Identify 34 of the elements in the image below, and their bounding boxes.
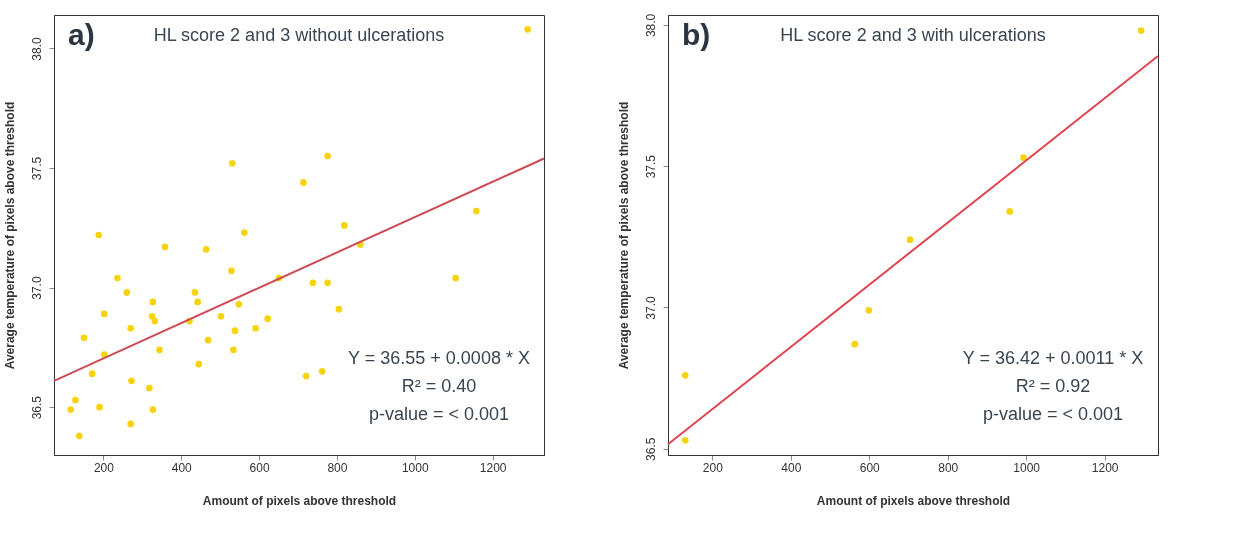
x-tick-label: 1000 — [1013, 460, 1041, 475]
y-tick-label: 38.0 — [29, 36, 44, 61]
y-axis-title: Average temperature of pixels above threshold — [2, 101, 17, 370]
annotation: R² = 0.92 — [1015, 376, 1091, 396]
x-tick-label: 200 — [702, 460, 724, 475]
y-tick-label: 37.0 — [29, 276, 44, 300]
x-tick-label: 800 — [327, 460, 348, 475]
y-tick-label: 37.5 — [29, 156, 44, 181]
x-tick-label: 400 — [781, 460, 802, 475]
x-tick-label: 600 — [859, 460, 881, 475]
y-axis-title: Average temperature of pixels above threshold — [616, 101, 631, 370]
annotation: b) — [682, 18, 711, 51]
x-tick-label: 400 — [171, 460, 193, 475]
x-tick-label: 200 — [93, 460, 115, 475]
x-axis-title: Amount of pixels above threshold — [202, 493, 397, 508]
y-tick-label: 38.0 — [643, 13, 658, 38]
text: HL score 2 and 3 with ulcerations — [780, 25, 1046, 45]
annotation: R² = 0.40 — [401, 376, 477, 396]
x-tick-label: 800 — [938, 460, 959, 475]
annotation: Y = 36.55 + 0.0008 * X — [348, 348, 530, 368]
annotation: Y = 36.42 + 0.0011 * X — [962, 348, 1144, 368]
annotation: p-value = < 0.001 — [982, 404, 1124, 424]
y-tick-label: 37.0 — [643, 295, 658, 320]
x-tick-label: 1200 — [1091, 460, 1119, 475]
annotation: p-value = < 0.001 — [368, 404, 510, 424]
y-tick-label: 37.5 — [643, 154, 658, 179]
x-tick-label: 1200 — [479, 460, 507, 475]
text: HL score 2 and 3 without ulcerations — [153, 25, 445, 45]
x-axis-title: Amount of pixels above threshold — [816, 493, 1011, 508]
y-tick-label: 36.5 — [643, 437, 658, 461]
y-tick-label: 36.5 — [29, 395, 44, 420]
x-tick-label: 1000 — [401, 460, 429, 475]
x-tick-label: 600 — [249, 460, 270, 475]
annotation: a) — [68, 18, 95, 51]
